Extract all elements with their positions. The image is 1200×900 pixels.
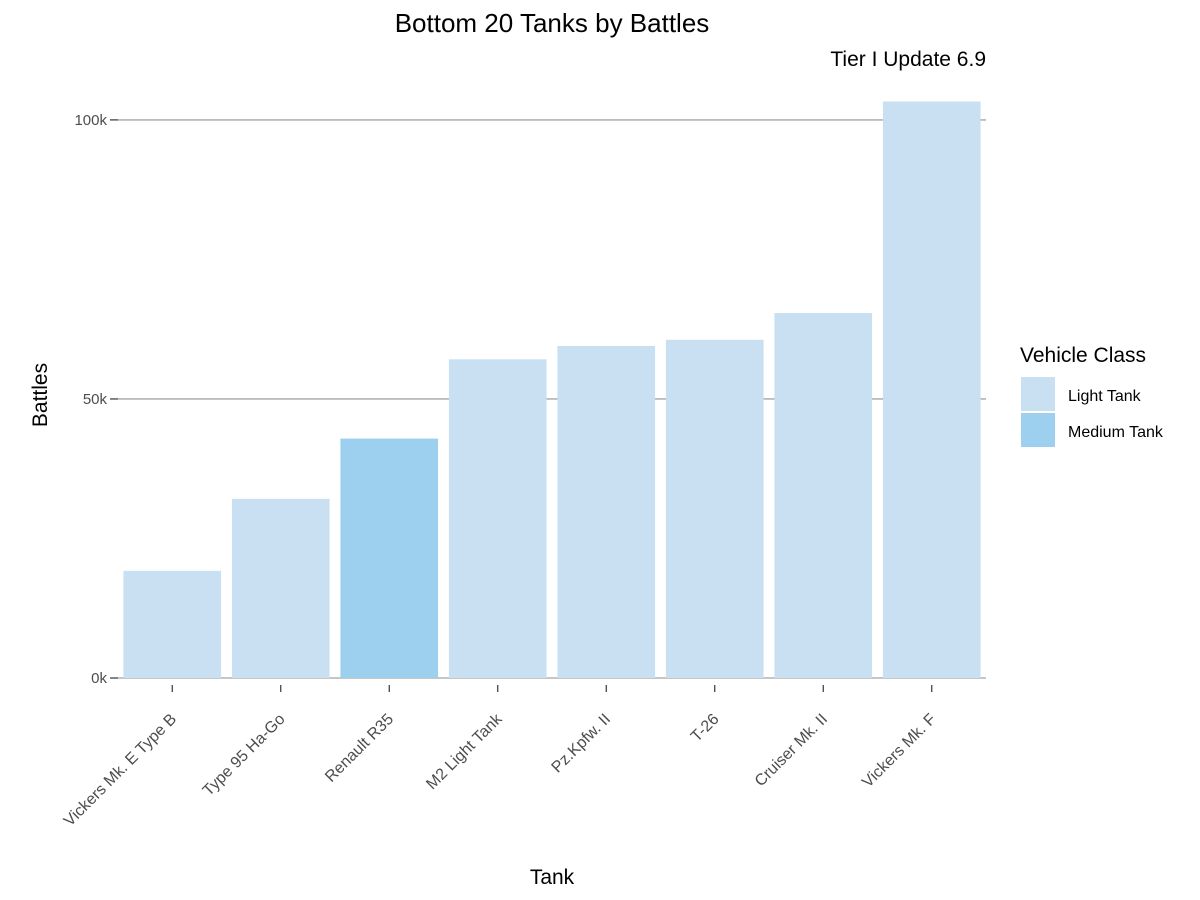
x-tick-label: Vickers Mk. F xyxy=(859,711,939,791)
y-axis-ticks: 0k 50k 100k xyxy=(74,112,118,687)
x-tick-label: Vickers Mk. E Type B xyxy=(61,711,180,830)
bar xyxy=(665,339,764,678)
legend-label-light-tank: Light Tank xyxy=(1068,388,1142,405)
y-axis-title: Battles xyxy=(29,363,52,427)
x-axis-ticks: Vickers Mk. E Type B Type 95 Ha-Go Renault… xyxy=(61,685,940,830)
chart-title: Bottom 20 Tanks by Battles xyxy=(395,8,710,38)
bars xyxy=(123,101,981,679)
legend-title: Vehicle Class xyxy=(1020,344,1146,367)
y-tick-label: 50k xyxy=(83,391,108,408)
x-tick-label: Pz.Kpfw. II xyxy=(549,711,614,776)
bar xyxy=(557,345,656,678)
x-tick-label: M2 Light Tank xyxy=(423,710,506,793)
x-tick-label: Renault R35 xyxy=(322,711,397,786)
bar xyxy=(340,438,439,678)
x-tick-label: Type 95 Ha-Go xyxy=(200,711,289,800)
legend: Vehicle Class Light Tank Medium Tank xyxy=(1020,344,1164,447)
x-tick-label: Cruiser Mk. II xyxy=(752,711,831,790)
y-tick-label: 100k xyxy=(74,112,107,129)
chart-subtitle: Tier I Update 6.9 xyxy=(830,48,986,71)
bar xyxy=(882,101,981,679)
x-axis-title: Tank xyxy=(530,866,575,889)
bar xyxy=(231,498,330,678)
bar xyxy=(448,359,547,678)
x-tick-label: T-26 xyxy=(688,711,723,746)
bar xyxy=(774,313,873,678)
y-tick-label: 0k xyxy=(91,670,107,687)
bar xyxy=(123,570,222,678)
legend-swatch-light-tank xyxy=(1021,377,1055,411)
legend-label-medium-tank: Medium Tank xyxy=(1068,424,1164,441)
legend-swatch-medium-tank xyxy=(1021,413,1055,447)
